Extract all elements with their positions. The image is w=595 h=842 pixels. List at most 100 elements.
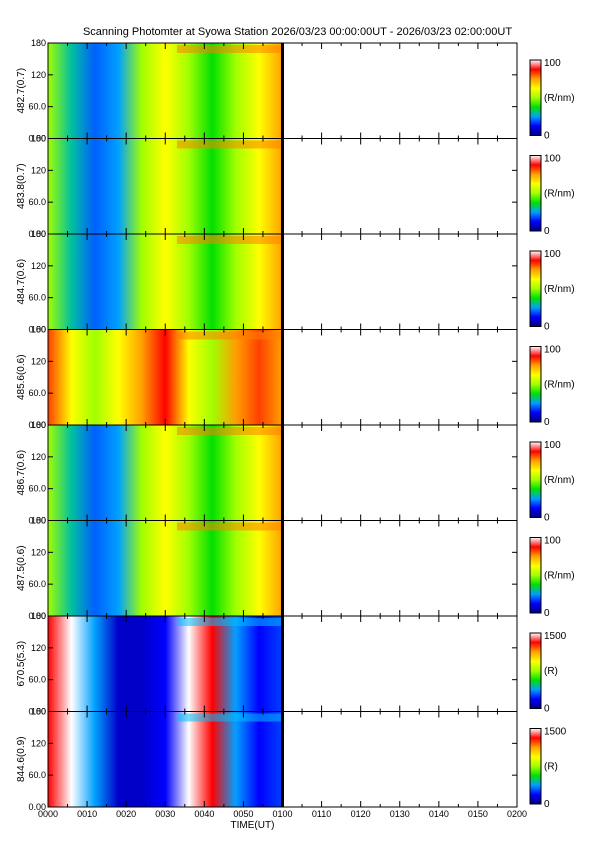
panel-7: 0.00 60.0 120 180 670.5(5.3) 1500 0 (R) <box>16 611 567 717</box>
heatmap-band <box>176 427 283 435</box>
y-tick-label: 120 <box>31 356 46 366</box>
y-tick-label: 120 <box>31 452 46 462</box>
y-tick-label: 0.00 <box>28 420 46 430</box>
heatmap-data <box>48 425 283 521</box>
y-tick-label: 60.0 <box>28 675 46 685</box>
x-tick-label: 0150 <box>468 809 488 819</box>
channel-label: 482.7(0.7) <box>16 68 27 114</box>
colorbar-unit-label: (R/nm) <box>544 475 575 486</box>
y-tick-label: 120 <box>31 261 46 271</box>
heatmap-data <box>48 138 283 234</box>
y-tick-label: 0.00 <box>28 325 46 335</box>
heatmap-data <box>48 329 283 425</box>
x-tick-label: 0130 <box>390 809 410 819</box>
colorbar-max-label: 1500 <box>544 631 567 642</box>
channel-label: 485.6(0.6) <box>16 354 27 400</box>
colorbar-unit-label: (R/nm) <box>544 188 575 199</box>
x-tick-label: 0140 <box>429 809 449 819</box>
colorbar-max-label: 1500 <box>544 727 567 738</box>
y-tick-label: 60.0 <box>28 770 46 780</box>
y-tick-label: 180 <box>31 420 46 430</box>
x-tick-label: 0030 <box>155 809 175 819</box>
y-tick-label: 60.0 <box>28 197 46 207</box>
heatmap-band <box>176 713 283 722</box>
channel-label: 844.6(0.9) <box>16 736 27 782</box>
colorbar-min-label: 0 <box>544 417 550 428</box>
channel-label: 486.7(0.6) <box>16 450 27 496</box>
colorbar-unit-label: (R/nm) <box>544 284 575 295</box>
colorbar <box>529 632 542 709</box>
y-tick-label: 180 <box>31 707 46 717</box>
panel-2: 0.00 60.0 120 180 483.8(0.7) 100 0 (R/nm) <box>16 134 575 240</box>
y-tick-label: 0.00 <box>28 229 46 239</box>
heatmap-band <box>176 45 283 53</box>
colorbar-max-label: 100 <box>544 58 561 69</box>
x-tick-label: 0010 <box>77 809 97 819</box>
x-axis-label: TIME(UT) <box>231 820 275 831</box>
colorbar-min-label: 0 <box>544 799 550 810</box>
y-tick-label: 0.00 <box>28 516 46 526</box>
colorbar-max-label: 100 <box>544 154 561 165</box>
x-tick-label: 0040 <box>194 809 214 819</box>
colorbar <box>529 346 542 423</box>
heatmap-data <box>48 711 283 807</box>
x-tick-label: 0000 <box>38 809 58 819</box>
y-tick-label: 180 <box>31 229 46 239</box>
panel-5: 0.00 60.0 120 180 486.7(0.6) 100 0 (R/nm) <box>16 420 575 526</box>
colorbar-max-label: 100 <box>544 536 561 547</box>
y-tick-label: 180 <box>31 516 46 526</box>
channel-label: 483.8(0.7) <box>16 163 27 209</box>
colorbar <box>529 59 542 136</box>
x-tick-label: 0110 <box>312 809 331 819</box>
colorbar-unit-label: (R/nm) <box>544 379 575 390</box>
heatmap-data <box>48 234 283 330</box>
colorbar-min-label: 0 <box>544 226 550 237</box>
panel-4: 0.00 60.0 120 180 485.6(0.6) 100 0 (R/nm) <box>16 325 575 431</box>
colorbar-max-label: 100 <box>544 440 561 451</box>
y-tick-label: 0.00 <box>28 134 46 144</box>
colorbar-max-label: 100 <box>544 249 561 260</box>
x-tick-label: 0120 <box>351 809 371 819</box>
colorbar <box>529 155 542 232</box>
x-tick-label: 0050 <box>233 809 253 819</box>
y-tick-label: 120 <box>31 738 46 748</box>
y-tick-label: 0.00 <box>28 611 46 621</box>
heatmap-band <box>176 140 283 149</box>
y-tick-label: 180 <box>31 611 46 621</box>
panel-1: 0.00 60.0 120 180 482.7(0.7) 100 0 (R/nm) <box>16 38 575 144</box>
colorbar-unit-label: (R) <box>544 666 558 677</box>
heatmap-band <box>176 618 283 626</box>
colorbar-min-label: 0 <box>544 704 550 715</box>
x-tick-label: 0100 <box>272 809 292 819</box>
heatmap-band <box>176 331 283 340</box>
heatmap-data <box>48 520 283 616</box>
y-tick-label: 60.0 <box>28 579 46 589</box>
panel-8: 0.00 60.0 120 180 844.6(0.9) 1500 0 (R) <box>16 707 567 813</box>
channel-label: 484.7(0.6) <box>16 259 27 305</box>
colorbar <box>529 728 542 805</box>
colorbar <box>529 537 542 614</box>
y-tick-label: 180 <box>31 38 46 48</box>
heatmap-data <box>48 616 283 712</box>
y-tick-label: 60.0 <box>28 484 46 494</box>
channel-label: 487.5(0.6) <box>16 545 27 591</box>
y-tick-label: 0.00 <box>28 802 46 812</box>
y-tick-label: 120 <box>31 643 46 653</box>
colorbar-min-label: 0 <box>544 608 550 619</box>
colorbar <box>529 250 542 327</box>
y-tick-label: 60.0 <box>28 293 46 303</box>
heatmap-data <box>48 43 283 139</box>
panel-3: 0.00 60.0 120 180 484.7(0.6) 100 0 (R/nm) <box>16 229 575 335</box>
colorbar <box>529 441 542 518</box>
colorbar-unit-label: (R/nm) <box>544 93 575 104</box>
y-tick-label: 120 <box>31 547 46 557</box>
y-tick-label: 60.0 <box>28 102 46 112</box>
colorbar-unit-label: (R/nm) <box>544 570 575 581</box>
heatmap-band <box>176 522 283 531</box>
channel-label: 670.5(5.3) <box>16 641 27 687</box>
chart-title: Scanning Photomter at Syowa Station 2026… <box>82 26 513 38</box>
heatmap-band <box>176 236 283 244</box>
y-tick-label: 120 <box>31 70 46 80</box>
colorbar-max-label: 100 <box>544 345 561 356</box>
